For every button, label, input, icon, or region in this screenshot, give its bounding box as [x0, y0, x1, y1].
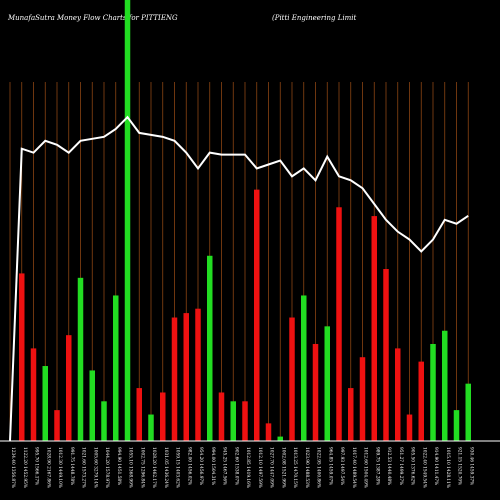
x-tick-label: 989.75 1387.28% — [374, 447, 379, 485]
x-tick-label: 1023.90 1488.53% — [304, 447, 309, 488]
x-tick-label: 1012.10 1497.59% — [257, 447, 262, 488]
price-line — [9, 115, 469, 442]
x-tick-label: 1012.60 1504.49% — [363, 447, 368, 488]
x-tick-label: 1028.90 2167.86% — [45, 447, 50, 488]
flow-bar — [101, 401, 107, 441]
x-tick-label: 921.15 1520.70% — [457, 447, 462, 485]
flow-bar — [218, 392, 225, 441]
x-tick-label: 905.50 1376.62% — [410, 447, 415, 485]
x-tick-label: 1059.15 1403.62% — [175, 447, 180, 488]
flow-bar — [42, 366, 48, 441]
flow-bar — [312, 343, 319, 441]
flow-bar — [148, 414, 154, 441]
x-tick-label: 1055.10 1368.99% — [128, 447, 133, 488]
flow-bar — [66, 335, 72, 441]
flow-bar — [289, 317, 295, 441]
x-tick-label: 1122.20 1452.95% — [22, 447, 27, 488]
flow-bar — [395, 348, 401, 441]
flow-bar — [30, 348, 37, 441]
x-tick-label: 954.20 1456.97% — [198, 447, 203, 485]
flow-bar — [383, 269, 389, 441]
x-tick-label: 1005.60 3279.14% — [92, 447, 97, 488]
flow-bar — [301, 295, 307, 441]
x-tick-label: 945.25 1467.56% — [222, 447, 227, 485]
x-tick-label: 914.90 1411.47% — [433, 447, 438, 485]
x-tick-label: 995.70 1566.17% — [34, 447, 39, 485]
flow-bar — [336, 207, 342, 441]
flow-bar — [77, 277, 84, 441]
x-tick-label: 1017.40 1489.54% — [351, 447, 356, 488]
x-tick-label: 1015.10 1428.11% — [445, 447, 450, 488]
flow-bar — [277, 436, 283, 441]
flow-bar — [89, 370, 95, 441]
flow-bar — [160, 392, 166, 441]
flow-bar — [113, 295, 119, 441]
chart-title-right: (Pitti Engineering Limit — [272, 14, 357, 22]
flow-bar — [254, 189, 260, 441]
flow-bar — [465, 383, 471, 441]
x-tick-label: 1022.40 1549.54% — [421, 447, 426, 488]
flow-bar — [406, 414, 413, 441]
flow-bar — [242, 401, 248, 441]
x-tick-label: 1021.60 1573.27% — [81, 447, 86, 488]
flow-bar — [207, 255, 213, 441]
flow-bar — [230, 401, 236, 441]
flow-bar — [19, 273, 25, 441]
flow-bar — [136, 388, 142, 441]
x-tick-label: 994.00 1504.31% — [210, 447, 215, 485]
x-tick-label: 1027.70 1447.09% — [269, 447, 274, 488]
flow-bar — [171, 317, 178, 441]
x-tick-label: 930.46 1459.37% — [468, 447, 473, 485]
x-tick-label: 1031.05 1436.24% — [163, 447, 168, 488]
x-tick-label: 1002.08 1521.99% — [280, 447, 285, 488]
x-tick-label: 1028.20 1462.17% — [151, 447, 156, 488]
flow-bar — [183, 313, 189, 441]
flow-bar — [348, 388, 354, 441]
flow-bar — [430, 343, 436, 441]
x-tick-label: 1002.75 1296.84% — [139, 447, 144, 488]
x-tick-label: 1012.85 1419.16% — [245, 447, 250, 488]
flow-bar — [371, 216, 377, 441]
flow-bar — [265, 423, 272, 441]
x-tick-label: 1022.95 1400.86% — [316, 447, 321, 488]
x-tick-label: 997.93 1497.54% — [339, 447, 344, 485]
flow-bar — [418, 361, 424, 441]
x-tick-label: 964.85 1459.07% — [327, 447, 332, 485]
x-tick-label: 1044.20 1578.97% — [104, 447, 109, 488]
x-tick-label: 902.60 1538.07% — [233, 447, 238, 485]
flow-bar — [442, 330, 448, 441]
flow-bar — [54, 410, 60, 441]
flow-bar — [359, 357, 366, 441]
x-tick-label: 991.75 1448.78% — [69, 447, 74, 485]
x-tick-label: 912.53 1440.48% — [386, 447, 391, 485]
x-tick-label: 1234.40 1356.87% — [10, 447, 15, 488]
flow-bar — [453, 410, 460, 441]
x-tick-label: 982.00 1456.02% — [186, 447, 191, 485]
x-tick-label: 1012.30 1449.10% — [57, 447, 62, 488]
flow-bar — [324, 326, 330, 441]
flow-bar — [124, 0, 131, 441]
x-tick-label: 1013.25 1470.15% — [292, 447, 297, 488]
x-tick-label: 994.90 1451.58% — [116, 447, 121, 485]
flow-bar — [195, 308, 201, 441]
x-tick-label: 951.27 1499.27% — [398, 447, 403, 485]
chart-title-left: MunafaSutra Money Flow Charts for PITTIE… — [8, 14, 178, 22]
